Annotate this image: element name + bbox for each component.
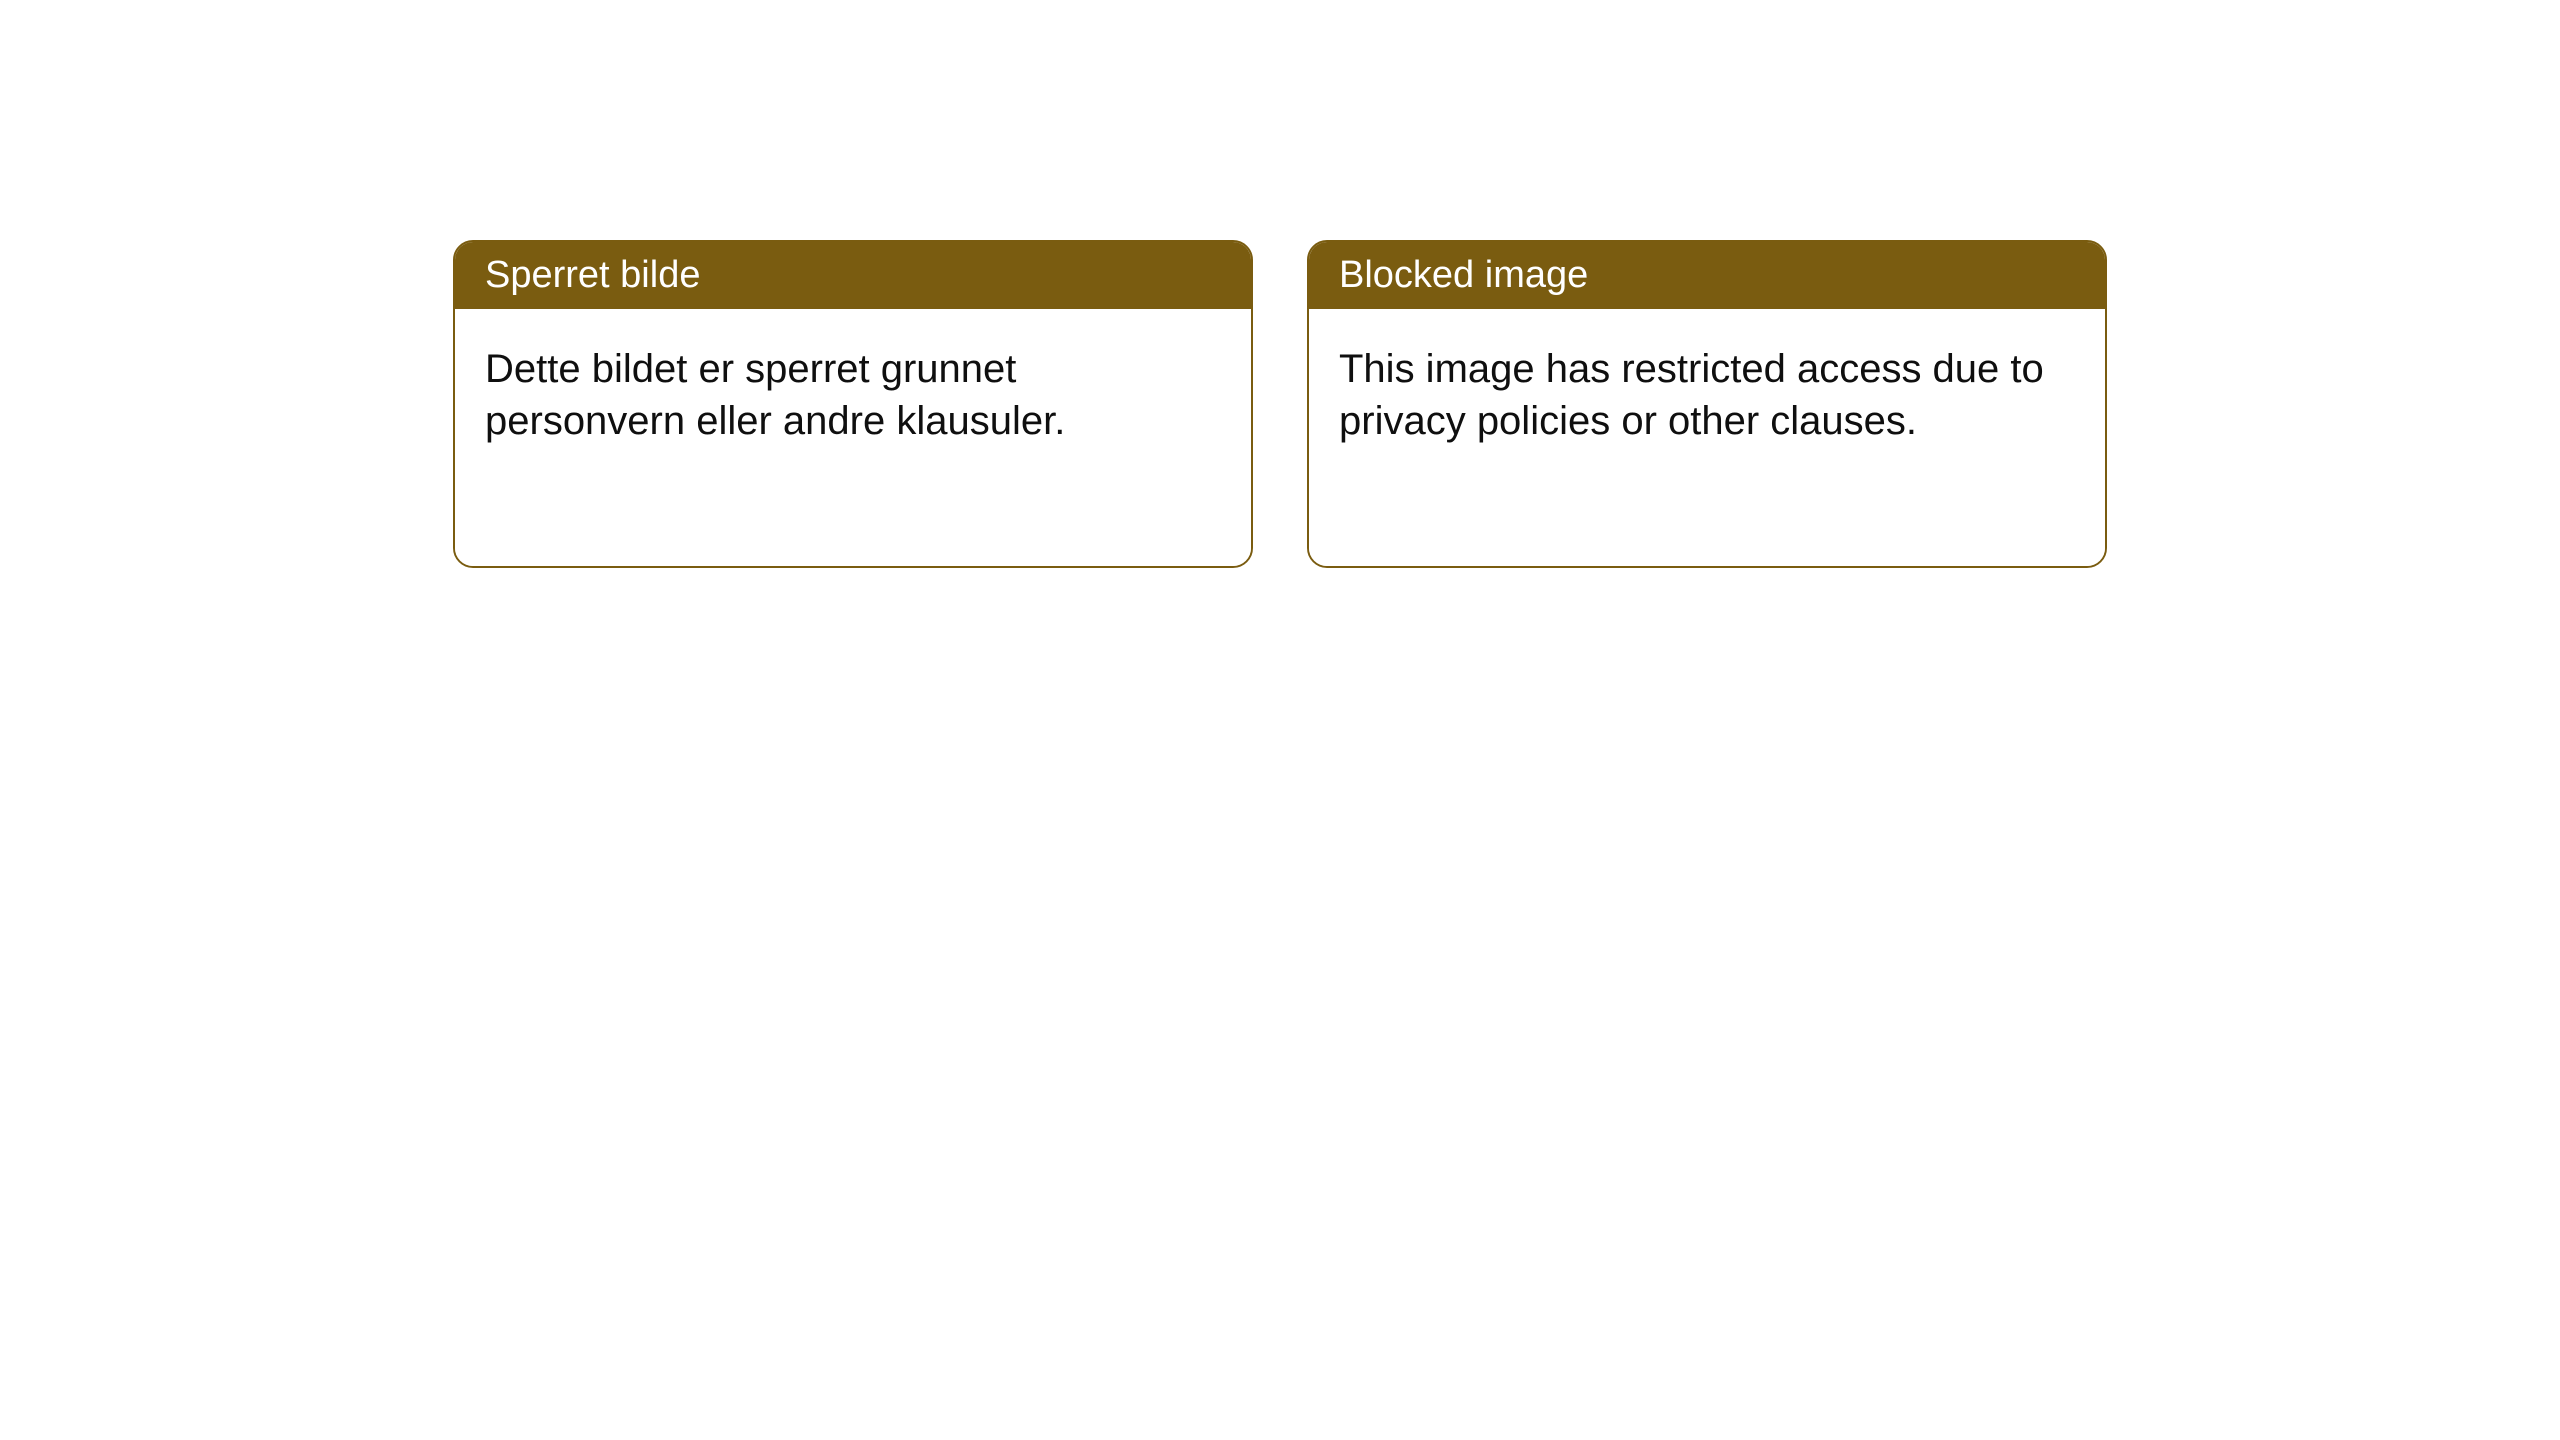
notice-header: Blocked image <box>1309 242 2105 309</box>
notice-header: Sperret bilde <box>455 242 1251 309</box>
notice-body-text: This image has restricted access due to … <box>1339 347 2044 443</box>
notice-container: Sperret bilde Dette bildet er sperret gr… <box>453 240 2107 1440</box>
notice-body: Dette bildet er sperret grunnet personve… <box>455 309 1251 566</box>
notice-title: Blocked image <box>1339 254 1588 296</box>
notice-body-text: Dette bildet er sperret grunnet personve… <box>485 347 1065 443</box>
notice-card-norwegian: Sperret bilde Dette bildet er sperret gr… <box>453 240 1253 568</box>
notice-body: This image has restricted access due to … <box>1309 309 2105 566</box>
notice-card-english: Blocked image This image has restricted … <box>1307 240 2107 568</box>
notice-title: Sperret bilde <box>485 254 700 296</box>
